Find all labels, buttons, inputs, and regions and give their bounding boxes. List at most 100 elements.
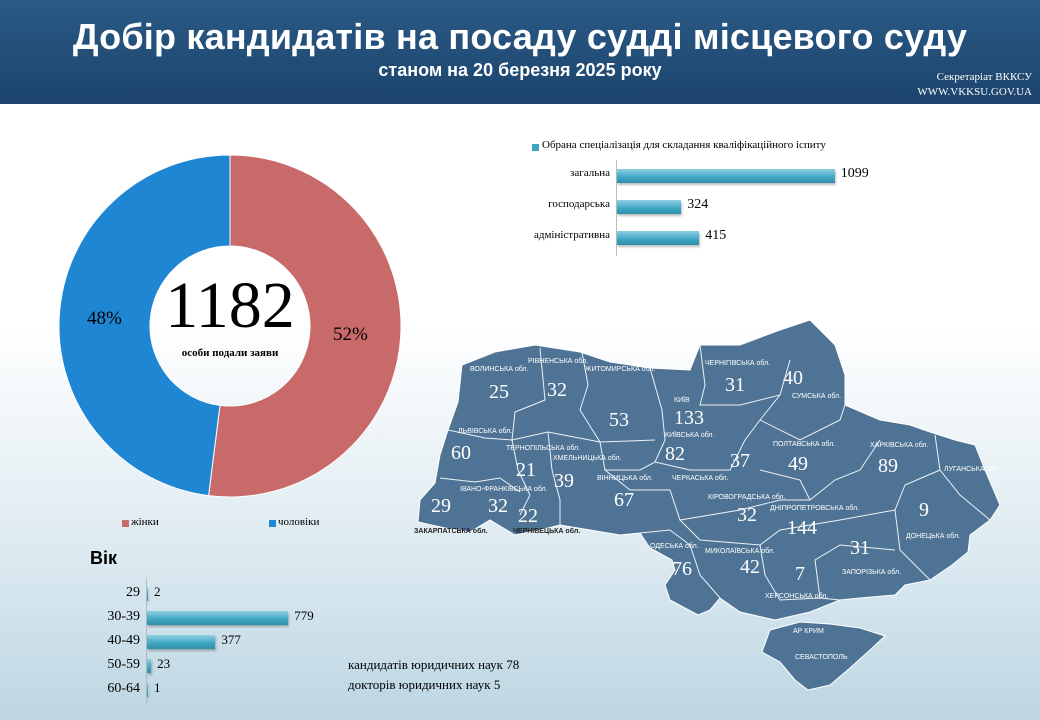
map-borders xyxy=(439,344,991,601)
slice-label-men: 48% xyxy=(87,308,122,329)
spec-value-label: 1099 xyxy=(840,166,869,181)
map-region-name: КИЇВСЬКА обл. xyxy=(665,432,715,439)
map-region-value: 21 xyxy=(516,459,536,481)
map-region-value: 9 xyxy=(919,499,929,521)
map-region-name: ОДЕСЬКА обл. xyxy=(650,543,699,550)
map-region-name: КІРОВОГРАДСЬКА обл. xyxy=(708,494,786,501)
map-region-value: 67 xyxy=(614,489,634,511)
map-region-value: 31 xyxy=(850,537,870,559)
spec-value-label: 415 xyxy=(705,228,727,243)
age-value-label: 377 xyxy=(221,632,241,647)
slice-label-women: 52% xyxy=(333,324,368,345)
age-category-label: 40-49 xyxy=(107,633,140,648)
note-doctors: докторів юридичних наук 5 xyxy=(348,677,501,692)
map-region-value: 49 xyxy=(788,453,808,475)
spec-axis xyxy=(616,160,617,256)
map-region-name: КИЇВ xyxy=(674,397,690,404)
map-region-value: 22 xyxy=(518,505,538,527)
donut-slice-women xyxy=(208,154,402,498)
map-region-name: ЧЕРКАСЬКА обл. xyxy=(672,475,729,482)
map-region-value: 32 xyxy=(737,504,757,526)
organization-name: Секретаріат ВККСУ xyxy=(936,71,1032,83)
map-region-name: ЧЕРНІГІВСЬКА обл. xyxy=(705,360,771,367)
map-region-name: ДНІПРОПЕТРОВСЬКА обл. xyxy=(770,505,860,512)
legend-swatch-women xyxy=(122,520,129,527)
spec-bar xyxy=(617,200,682,214)
donut-slice-men xyxy=(58,154,231,497)
age-bar xyxy=(147,659,152,673)
map-region-value: 37 xyxy=(730,450,750,472)
map-region-value: 53 xyxy=(609,409,629,431)
legend-label-men: чоловіки xyxy=(278,516,320,528)
age-category-label: 30-39 xyxy=(107,609,140,624)
map-region-name: ХЕРСОНСЬКА обл. xyxy=(765,593,829,600)
map-region-value: 133 xyxy=(674,407,704,429)
spec-category-label: господарська xyxy=(548,198,610,210)
map-region-value: 31 xyxy=(725,374,745,396)
page-subtitle: станом на 20 березня 2025 року xyxy=(378,60,662,80)
map-region-name: ХАРКІВСЬКА обл. xyxy=(870,442,929,449)
age-category-label: 29 xyxy=(126,585,140,600)
map-region-value: 76 xyxy=(672,558,692,580)
organization: Секретаріат ВККСУ WWW.VKKSU.GOV.UA xyxy=(917,70,1032,100)
donut-center-label: особи подали заяви xyxy=(181,347,279,359)
age-category-label: 60-64 xyxy=(107,681,140,696)
age-bar xyxy=(147,611,289,625)
donut-center-value: 1182 xyxy=(165,269,295,342)
page-title: Добір кандидатів на посаду судді місцево… xyxy=(72,16,968,57)
map-region-name: МИКОЛАЇВСЬКА обл. xyxy=(705,548,775,555)
map-region-name: СУМСЬКА обл. xyxy=(792,393,842,400)
header-banner: Добір кандидатів на посаду судді місцево… xyxy=(0,0,1040,104)
spec-value-label: 324 xyxy=(687,197,709,212)
age-value-label: 2 xyxy=(154,584,161,599)
spec-legend-swatch xyxy=(532,144,539,151)
map-region-name: ЛУГАНСЬКА обл. xyxy=(944,466,1001,473)
age-value-label: 779 xyxy=(294,608,314,623)
map-region-name: ЗАКАРПАТСЬКА обл. xyxy=(414,528,488,535)
age-bar xyxy=(147,635,216,649)
map-region-name: ПОЛТАВСЬКА обл. xyxy=(773,441,836,448)
map-region-name: ВІННИЦЬКА обл. xyxy=(597,475,653,482)
map-region-value: 32 xyxy=(547,379,567,401)
age-bar xyxy=(147,587,148,601)
map-region-value: 40 xyxy=(783,367,803,389)
age-value-label: 23 xyxy=(157,656,171,671)
map-region-name: ДОНЕЦЬКА обл. xyxy=(906,533,960,540)
map-region-value: 39 xyxy=(554,470,574,492)
age-title: Вік xyxy=(90,548,118,568)
map-region-value: 144 xyxy=(787,517,817,539)
legend-label-women: жінки xyxy=(131,516,159,528)
map-region-name: ХМЕЛЬНИЦЬКА обл. xyxy=(553,455,622,462)
age-value-label: 1 xyxy=(154,680,161,695)
map-region-name: АР КРИМ xyxy=(793,628,824,635)
organization-website: WWW.VKKSU.GOV.UA xyxy=(917,86,1032,98)
map-region-name: СЕВАСТОПОЛЬ xyxy=(795,654,848,661)
spec-bar xyxy=(617,231,700,245)
map-region-value: 89 xyxy=(878,455,898,477)
spec-category-label: адміністративна xyxy=(533,229,610,241)
age-bar xyxy=(147,683,148,697)
map-region-name: ЖИТОМИРСЬКА обл. xyxy=(585,366,656,373)
age-axis xyxy=(146,578,147,704)
map-region-name: РІВНЕНСЬКА обл. xyxy=(528,358,589,365)
spec-bar xyxy=(617,169,835,183)
map-crimea xyxy=(761,621,886,691)
map-region-value: 7 xyxy=(795,563,805,585)
map-region-name: ЗАПОРІЗЬКА обл. xyxy=(842,569,902,576)
map-region-name: ЛЬВІВСЬКА обл. xyxy=(458,428,513,435)
map-region-name: ІВАНО-ФРАНКІВСЬКА обл. xyxy=(460,486,548,493)
spec-category-label: загальна xyxy=(570,167,610,179)
map-region-value: 25 xyxy=(489,381,509,403)
map-region-value: 60 xyxy=(451,442,471,464)
map-region-value: 29 xyxy=(431,495,451,517)
map-region-value: 42 xyxy=(740,556,760,578)
map-region-value: 82 xyxy=(665,443,685,465)
age-category-label: 50-59 xyxy=(107,657,140,672)
legend-swatch-men xyxy=(269,520,276,527)
map-region-name: ТЕРНОПІЛЬСЬКА обл. xyxy=(506,445,581,452)
note-candidates: кандидатів юридичних наук 78 xyxy=(348,657,520,672)
map-region-name: ЧЕРНІВЕЦЬКА обл. xyxy=(513,528,581,535)
map-region-name: ВОЛИНСЬКА обл. xyxy=(470,366,529,373)
